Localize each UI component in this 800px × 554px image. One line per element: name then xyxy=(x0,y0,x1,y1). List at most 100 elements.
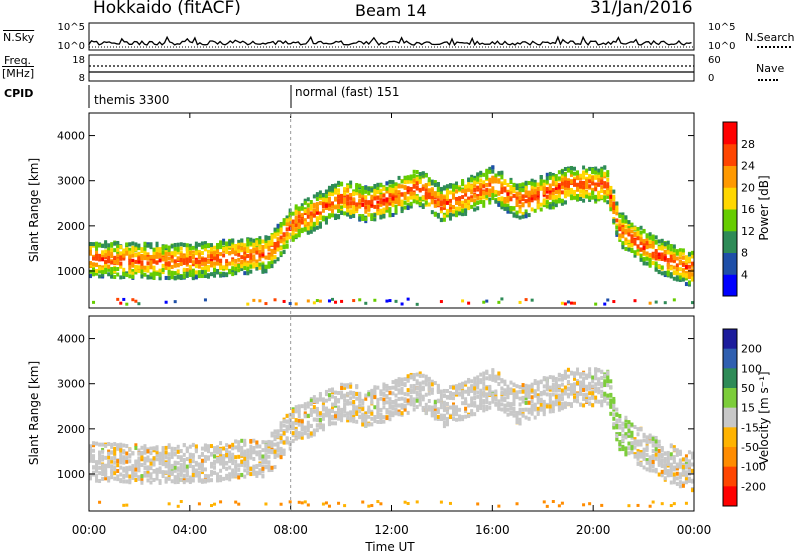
velocity-cell xyxy=(560,388,564,393)
power-cell xyxy=(464,203,468,208)
velocity-cell xyxy=(288,412,292,417)
velocity-cell xyxy=(563,385,567,390)
power-cell xyxy=(536,197,540,202)
velocity-cell xyxy=(191,454,195,459)
power-cell xyxy=(334,183,338,188)
power-ytick-label: 4000 xyxy=(57,130,85,143)
velocity-cell xyxy=(542,500,546,504)
power-cell xyxy=(367,201,371,206)
power-cell xyxy=(681,268,685,273)
velocity-cell xyxy=(267,454,271,459)
velocity-cell xyxy=(506,391,510,396)
velocity-cell xyxy=(461,395,465,400)
velocity-cell xyxy=(373,387,377,392)
power-cell xyxy=(642,242,646,247)
velocity-cell xyxy=(391,411,395,416)
power-cell xyxy=(179,246,183,251)
velocity-cell xyxy=(479,380,483,385)
velocity-cell xyxy=(560,376,564,381)
power-cell xyxy=(237,252,241,257)
velocity-cell xyxy=(391,406,395,411)
beam-title: Beam 14 xyxy=(355,1,427,20)
velocity-cell xyxy=(464,406,468,411)
power-cell xyxy=(303,198,307,203)
velocity-cell xyxy=(173,475,177,480)
power-cell xyxy=(391,213,395,218)
velocity-cell xyxy=(110,442,114,447)
velocity-cell xyxy=(173,446,177,451)
velocity-cell xyxy=(512,413,516,418)
velocity-cell xyxy=(545,387,549,392)
power-cell xyxy=(176,272,180,277)
power-cell xyxy=(439,217,443,222)
velocity-cell xyxy=(261,473,265,478)
velocity-cell xyxy=(542,377,546,382)
power-cell xyxy=(373,217,377,222)
power-cell xyxy=(485,168,489,173)
velocity-cell xyxy=(167,502,171,506)
velocity-cell xyxy=(152,462,156,467)
velocity-cell xyxy=(503,381,507,386)
velocity-cell xyxy=(461,392,465,397)
power-cell xyxy=(125,245,129,250)
power-cell xyxy=(473,193,477,198)
power-cell xyxy=(464,198,468,203)
power-cell xyxy=(436,191,440,196)
power-cell xyxy=(185,260,189,265)
power-cell xyxy=(609,194,613,199)
power-cell xyxy=(615,211,619,216)
velocity-cell xyxy=(122,479,126,484)
power-cell xyxy=(467,199,471,204)
power-cell xyxy=(219,243,223,248)
power-cell xyxy=(527,190,531,195)
velocity-cell xyxy=(367,422,371,427)
velocity-cell xyxy=(140,462,144,467)
velocity-cell xyxy=(527,384,531,389)
power-cell xyxy=(279,222,283,227)
velocity-cell xyxy=(370,392,374,397)
power-cell xyxy=(651,260,655,265)
power-cell xyxy=(364,219,368,224)
power-cell xyxy=(509,207,513,212)
power-cell xyxy=(467,177,471,182)
power-cell xyxy=(343,187,347,192)
power-cell xyxy=(554,177,558,182)
velocity-cell xyxy=(364,396,368,401)
velocity-cell xyxy=(98,500,102,504)
power-cell xyxy=(612,201,616,206)
velocity-cell xyxy=(149,466,153,471)
velocity-cell xyxy=(403,392,407,397)
velocity-cell xyxy=(524,389,528,394)
power-cell xyxy=(618,226,622,231)
velocity-cell xyxy=(197,454,201,459)
velocity-cell xyxy=(234,455,238,460)
power-cell xyxy=(588,166,592,171)
velocity-cell xyxy=(164,476,168,481)
velocity-cell xyxy=(530,399,534,404)
velocity-cell xyxy=(203,478,207,483)
power-cell xyxy=(92,300,96,304)
velocity-cell xyxy=(125,451,129,456)
velocity-cell xyxy=(518,385,522,390)
power-cell xyxy=(476,193,480,198)
velocity-cell xyxy=(318,413,322,418)
velocity-cell xyxy=(600,399,604,404)
power-cell xyxy=(149,265,153,270)
velocity-cell xyxy=(119,465,123,470)
power-cell xyxy=(609,207,613,212)
power-cell xyxy=(473,198,477,203)
power-cell xyxy=(306,221,310,226)
velocity-cell xyxy=(415,392,419,397)
nsky-line xyxy=(88,35,692,47)
velocity-cell xyxy=(119,472,123,477)
velocity-cell xyxy=(470,396,474,401)
power-cell xyxy=(331,204,334,209)
power-cell xyxy=(448,208,452,213)
power-cell xyxy=(488,169,492,174)
velocity-cell xyxy=(445,388,449,393)
power-cell xyxy=(415,195,419,200)
cpid-mode-2: normal (fast) 151 xyxy=(295,85,399,99)
velocity-cell xyxy=(128,478,132,483)
power-cell xyxy=(448,216,452,221)
velocity-cell xyxy=(576,381,580,386)
